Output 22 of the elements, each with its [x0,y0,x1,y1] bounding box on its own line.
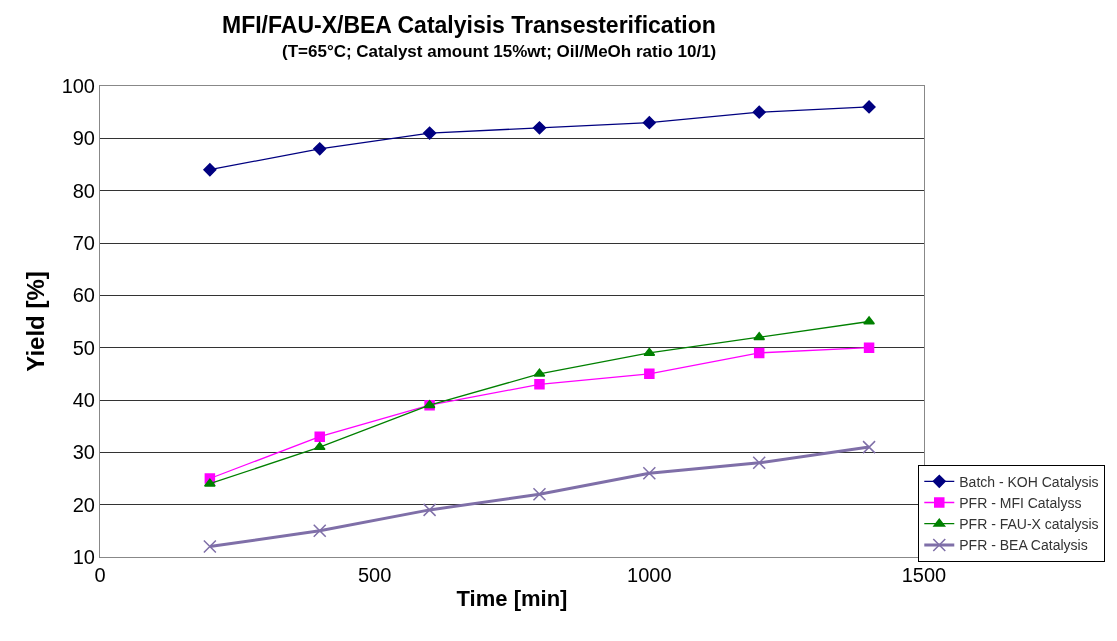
legend-label: PFR - BEA Catalysis [959,537,1088,554]
legend-label: PFR - MFI Catalyss [959,494,1082,511]
x-tick-label: 500 [357,564,392,586]
x-tick-label: 1000 [627,564,672,586]
legend-label: PFR - FAU-X catalysis [959,516,1099,533]
y-tick-label: 40 [72,389,95,411]
x-tick-label: 1500 [901,564,947,586]
y-tick-label: 20 [72,493,95,516]
y-tick-label: 70 [72,232,95,254]
chart-subtitle: (T=65°C; Catalyst amount 15%wt; Oil/MeOh ratio 10/1) [282,42,717,61]
y-tick-label: 30 [72,441,95,464]
chart-title: MFI/FAU-X/BEA Catalyisis Transesterification [222,12,716,38]
y-tick-label: 80 [72,179,95,202]
y-tick-label: 60 [72,284,95,307]
y-tick-label: 100 [61,75,95,97]
x-axis-title: Time [min] [456,585,568,611]
y-axis-title: Yield [%] [21,271,49,372]
y-tick-label: 90 [72,127,95,150]
legend-label: Batch - KOH Catalysis [959,473,1099,490]
y-tick-label: 50 [72,336,95,359]
x-tick-label: 0 [94,564,106,586]
y-tick-label: 10 [72,546,95,568]
